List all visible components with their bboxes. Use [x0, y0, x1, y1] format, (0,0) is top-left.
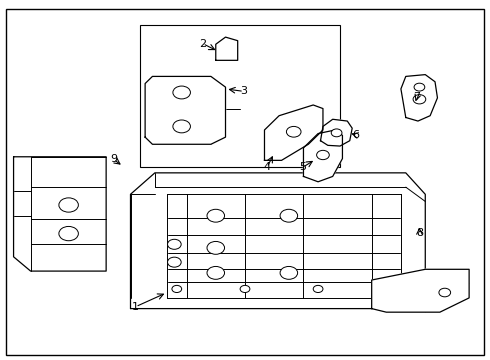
Circle shape: [168, 257, 181, 267]
Circle shape: [317, 150, 329, 159]
Polygon shape: [265, 105, 323, 160]
Circle shape: [439, 288, 451, 297]
Text: 5: 5: [299, 162, 306, 172]
Text: 1: 1: [132, 302, 139, 312]
Circle shape: [207, 266, 224, 279]
Text: 8: 8: [416, 228, 423, 238]
Circle shape: [313, 285, 323, 293]
Text: 4: 4: [263, 162, 270, 172]
Circle shape: [414, 83, 425, 91]
Circle shape: [280, 266, 297, 279]
Circle shape: [287, 126, 301, 137]
Text: 2: 2: [199, 39, 206, 49]
Polygon shape: [372, 269, 469, 312]
Circle shape: [413, 95, 426, 104]
Circle shape: [59, 198, 78, 212]
Circle shape: [173, 120, 191, 133]
Polygon shape: [320, 119, 352, 146]
Circle shape: [280, 209, 297, 222]
Circle shape: [168, 239, 181, 249]
Polygon shape: [145, 76, 225, 144]
Text: 6: 6: [353, 130, 360, 140]
Circle shape: [207, 242, 224, 254]
Polygon shape: [216, 37, 238, 60]
Bar: [140, 24, 340, 167]
Polygon shape: [14, 157, 106, 271]
Circle shape: [331, 129, 342, 137]
Circle shape: [59, 226, 78, 241]
Circle shape: [207, 209, 224, 222]
Text: 7: 7: [414, 92, 420, 102]
Circle shape: [172, 285, 182, 293]
Text: 9: 9: [110, 154, 117, 164]
Circle shape: [173, 86, 191, 99]
Text: 3: 3: [241, 86, 247, 96]
Polygon shape: [401, 75, 438, 121]
Circle shape: [376, 285, 386, 293]
Polygon shape: [130, 173, 425, 309]
Polygon shape: [303, 130, 343, 182]
Circle shape: [240, 285, 250, 293]
